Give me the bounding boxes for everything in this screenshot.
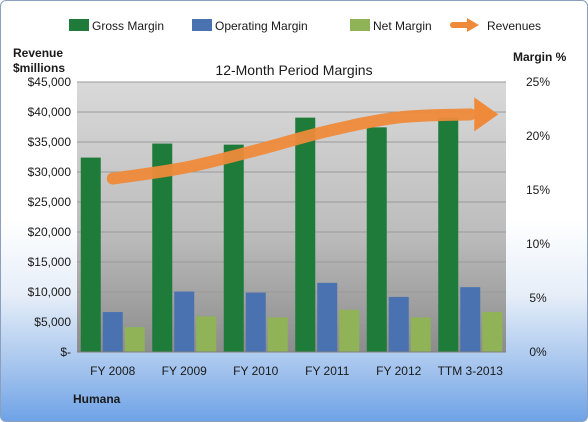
revenues-point	[254, 149, 257, 152]
bars-layer	[80, 117, 503, 352]
bar-gross-margin	[438, 117, 459, 352]
left-tick-label: $30,000	[28, 165, 72, 179]
right-tick-label: 10%	[526, 237, 550, 251]
legend-swatch-operating-margin	[192, 19, 212, 31]
right-tick-label: 15%	[526, 183, 550, 197]
bar-operating-margin	[460, 287, 481, 352]
bar-net-margin	[482, 312, 503, 352]
right-tick-label: 20%	[526, 129, 550, 143]
left-tick-label: $45,000	[28, 75, 72, 89]
legend-label-operating-margin: Operating Margin	[215, 19, 308, 33]
revenues-point	[397, 116, 400, 119]
left-tick-label: $15,000	[28, 255, 72, 269]
axes-layer: $- $5,000 $10,000 $15,000 $20,000 $25,000 $30,…	[28, 75, 551, 378]
category-label: FY 2009	[162, 364, 207, 378]
legend: Gross Margin Operating Margin Net Margin…	[69, 18, 541, 33]
legend-swatch-revenues	[450, 18, 479, 32]
left-axis-label-line1: Revenue	[13, 46, 63, 60]
left-tick-label: $10,000	[28, 285, 72, 299]
legend-label-gross-margin: Gross Margin	[92, 19, 164, 33]
category-label: FY 2012	[376, 364, 421, 378]
bar-gross-margin	[80, 157, 101, 352]
left-axis-label-line2: $millions	[13, 61, 65, 75]
category-label: FY 2010	[233, 364, 278, 378]
right-tick-label: 5%	[529, 291, 547, 305]
left-tick-label: $35,000	[28, 135, 72, 149]
category-label: FY 2011	[305, 364, 350, 378]
revenues-arrowhead	[474, 97, 499, 132]
left-tick-label: $5,000	[34, 315, 71, 329]
revenues-line	[106, 108, 477, 185]
revenues-point	[326, 130, 329, 133]
revenue-line-layer	[106, 97, 499, 185]
bar-gross-margin	[152, 143, 173, 352]
left-tick-label: $-	[60, 345, 71, 359]
left-tick-label: $40,000	[28, 105, 72, 119]
bar-net-margin	[124, 327, 145, 352]
bar-operating-margin	[388, 296, 409, 352]
bar-operating-margin	[245, 292, 266, 352]
right-tick-label: 25%	[526, 75, 550, 89]
gridlines	[77, 81, 506, 353]
left-tick-label: $25,000	[28, 195, 72, 209]
bar-net-margin	[196, 316, 217, 352]
legend-label-revenues: Revenues	[487, 19, 541, 33]
right-tick-label: 0%	[529, 345, 547, 359]
legend-swatch-gross-margin	[69, 19, 89, 31]
bar-net-margin	[410, 317, 431, 352]
category-label: TTM 3-2013	[438, 364, 504, 378]
bar-operating-margin	[174, 291, 195, 352]
bar-operating-margin	[317, 282, 338, 352]
category-label: FY 2008	[90, 364, 135, 378]
bar-gross-margin	[295, 117, 316, 352]
right-axis-label: Margin %	[513, 50, 567, 64]
revenues-point	[111, 177, 114, 180]
revenues-point	[469, 113, 472, 116]
plot-area	[77, 82, 506, 352]
legend-swatch-net-margin	[350, 19, 370, 31]
bar-gross-margin	[366, 127, 387, 352]
bar-net-margin	[267, 317, 288, 352]
legend-label-net-margin: Net Margin	[373, 19, 432, 33]
bar-gross-margin	[223, 144, 244, 352]
revenues-point	[183, 166, 186, 169]
company-label: Humana	[73, 392, 121, 406]
bar-operating-margin	[102, 312, 123, 352]
bar-net-margin	[339, 309, 360, 352]
chart-title: 12-Month Period Margins	[215, 62, 372, 78]
left-tick-label: $20,000	[28, 225, 72, 239]
